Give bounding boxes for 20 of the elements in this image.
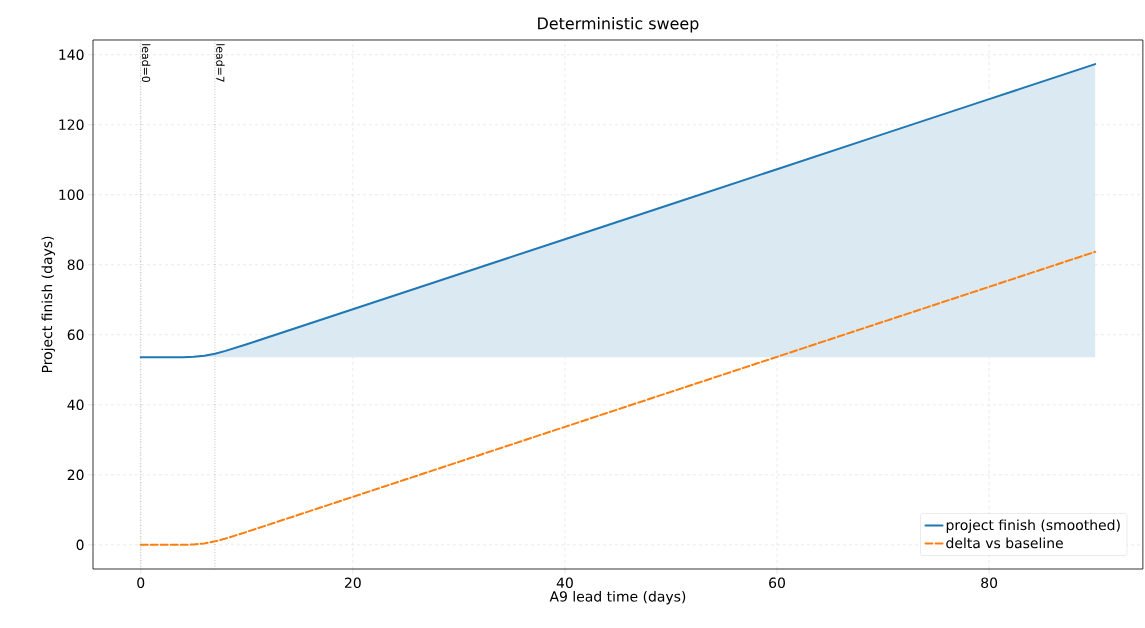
- legend-label: delta vs baseline: [946, 537, 1063, 549]
- y-tick-label: 0: [76, 539, 84, 551]
- x-axis-title: A9 lead time (days): [549, 590, 686, 605]
- x-tick-label: 60: [769, 577, 785, 589]
- y-tick-label: 80: [67, 259, 84, 271]
- x-tick-label: 80: [981, 577, 998, 589]
- ref-line-label: lead=7: [216, 44, 225, 82]
- y-tick-label: 120: [59, 119, 84, 130]
- y-axis-title: Project finish (days): [41, 236, 56, 373]
- y-tick-label: 40: [67, 399, 84, 411]
- y-tick-label: 140: [59, 49, 84, 60]
- y-tick-label: 20: [67, 469, 84, 481]
- x-tick-label: 20: [344, 577, 361, 589]
- legend-label: project finish (smoothed): [946, 519, 1120, 533]
- x-tick-label: 40: [556, 577, 573, 589]
- chart-title: Deterministic sweep: [538, 17, 699, 33]
- y-tick-label: 60: [67, 329, 84, 341]
- ref-line-label: lead=0: [141, 44, 151, 83]
- x-tick-label: 0: [137, 577, 145, 589]
- y-tick-label: 100: [59, 189, 84, 201]
